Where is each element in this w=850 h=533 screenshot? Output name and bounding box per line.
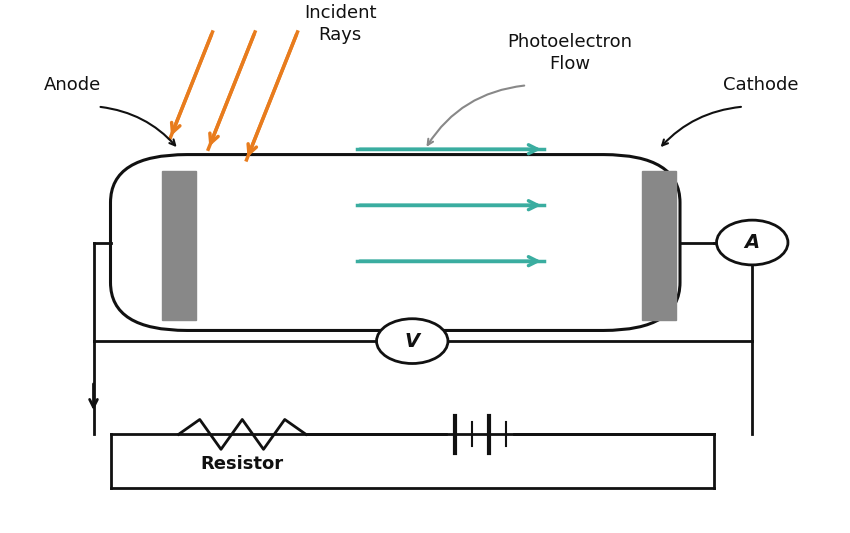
Text: Photoelectron
Flow: Photoelectron Flow	[507, 33, 632, 74]
Bar	[642, 171, 676, 320]
Text: Anode: Anode	[43, 76, 101, 94]
Text: Incident
Rays: Incident Rays	[303, 4, 377, 44]
Text: Cathode: Cathode	[723, 76, 798, 94]
Text: V: V	[405, 332, 420, 351]
Circle shape	[377, 319, 448, 364]
FancyBboxPatch shape	[110, 155, 680, 330]
Circle shape	[717, 220, 788, 265]
Text: Resistor: Resistor	[201, 455, 284, 473]
Bar	[162, 171, 196, 320]
Text: A: A	[745, 233, 760, 252]
